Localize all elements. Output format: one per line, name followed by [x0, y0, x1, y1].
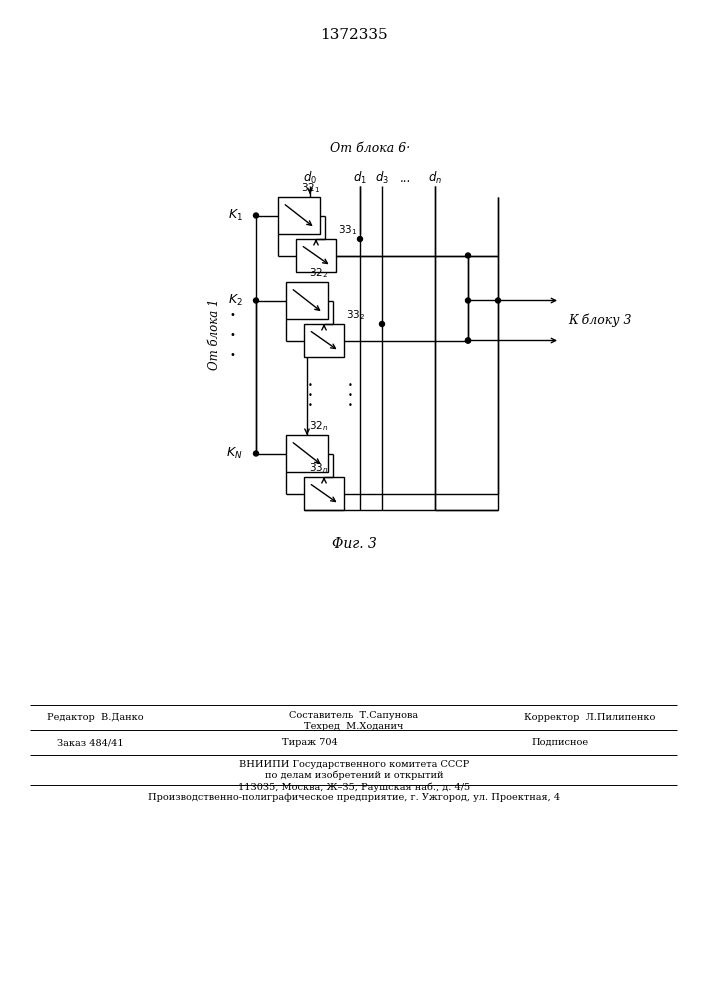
Text: ...: ... — [400, 172, 411, 184]
Circle shape — [254, 451, 259, 456]
Text: Заказ 484/41: Заказ 484/41 — [57, 738, 123, 747]
Bar — [296, 239, 336, 272]
Text: •: • — [348, 401, 352, 410]
Text: 113035, Москва, Ж–35, Раушская наб., д. 4/5: 113035, Москва, Ж–35, Раушская наб., д. … — [238, 782, 470, 792]
Text: $32_2$: $32_2$ — [309, 266, 328, 280]
Text: Корректор  Л.Пилипенко: Корректор Л.Пилипенко — [525, 713, 655, 722]
Text: •: • — [348, 391, 352, 400]
Text: $K_2$: $K_2$ — [228, 293, 243, 308]
Text: 1372335: 1372335 — [320, 28, 388, 42]
Bar — [278, 197, 320, 234]
Text: •: • — [229, 330, 235, 340]
Text: От блока 6·: От блока 6· — [330, 141, 410, 154]
Circle shape — [465, 253, 470, 258]
Text: ВНИИПИ Государственного комитета СССР: ВНИИПИ Государственного комитета СССР — [239, 760, 469, 769]
Text: $33_1$: $33_1$ — [338, 223, 357, 237]
Text: Тираж 704: Тираж 704 — [282, 738, 338, 747]
Text: •: • — [308, 381, 312, 390]
Bar — [286, 435, 328, 472]
Text: От блока 1: От блока 1 — [209, 299, 221, 370]
Text: $32_n$: $32_n$ — [309, 419, 329, 433]
Text: $d_n$: $d_n$ — [428, 170, 442, 186]
Text: $d_1$: $d_1$ — [353, 170, 367, 186]
Text: Техред  М.Ходанич: Техред М.Ходанич — [304, 722, 404, 731]
Circle shape — [254, 213, 259, 218]
Text: $K_N$: $K_N$ — [226, 446, 243, 461]
Circle shape — [254, 298, 259, 303]
Text: К блоку 3: К блоку 3 — [568, 314, 631, 327]
Text: Редактор  В.Данко: Редактор В.Данко — [47, 713, 144, 722]
Text: •: • — [229, 350, 235, 360]
Text: •: • — [308, 391, 312, 400]
Text: Подписное: Подписное — [532, 738, 588, 747]
Circle shape — [465, 338, 470, 343]
Circle shape — [380, 322, 385, 326]
Bar — [304, 324, 344, 357]
Text: $33_2$: $33_2$ — [346, 308, 365, 322]
Text: •: • — [308, 401, 312, 410]
Text: •: • — [229, 310, 235, 320]
Text: Производственно-полиграфическое предприятие, г. Ужгород, ул. Проектная, 4: Производственно-полиграфическое предприя… — [148, 793, 560, 802]
Text: по делам изобретений и открытий: по делам изобретений и открытий — [264, 771, 443, 780]
Text: Составитель  Т.Сапунова: Составитель Т.Сапунова — [289, 711, 419, 720]
Text: $d_0$: $d_0$ — [303, 170, 317, 186]
Text: $d_3$: $d_3$ — [375, 170, 389, 186]
Text: $32_1$: $32_1$ — [301, 181, 320, 195]
Text: Φиг. 3: Φиг. 3 — [332, 537, 376, 551]
Bar — [304, 477, 344, 510]
Circle shape — [465, 298, 470, 303]
Text: $K_1$: $K_1$ — [228, 208, 243, 223]
Circle shape — [496, 298, 501, 303]
Text: $33_n$: $33_n$ — [309, 461, 329, 475]
Circle shape — [358, 236, 363, 241]
Circle shape — [465, 338, 470, 343]
Bar — [286, 282, 328, 319]
Text: •: • — [348, 381, 352, 390]
